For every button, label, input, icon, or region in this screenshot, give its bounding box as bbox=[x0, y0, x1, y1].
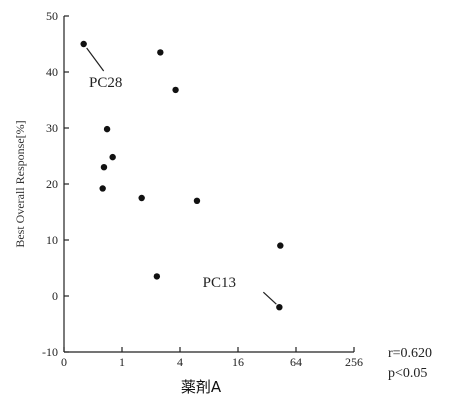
y-tick-label: 0 bbox=[52, 289, 58, 303]
data-point bbox=[103, 125, 111, 133]
x-ticks: 0 1 4 16 64 256 bbox=[61, 347, 363, 369]
x-tick-label: 4 bbox=[177, 355, 183, 369]
data-point bbox=[172, 86, 179, 94]
data-point bbox=[277, 242, 284, 249]
data-point bbox=[99, 185, 106, 192]
data-point bbox=[109, 153, 116, 161]
data-point bbox=[138, 194, 145, 202]
x-tick-label: 64 bbox=[290, 355, 302, 369]
data-points bbox=[80, 40, 284, 311]
y-tick-label: 10 bbox=[46, 233, 58, 247]
annotation-layer: PC28 PC13 bbox=[86, 47, 277, 305]
y-tick-label: 30 bbox=[46, 121, 58, 135]
x-tick-label: 256 bbox=[345, 355, 363, 369]
annotation-label: PC28 bbox=[89, 75, 122, 91]
data-point bbox=[193, 197, 201, 204]
y-tick-label: 20 bbox=[46, 177, 58, 191]
data-point bbox=[153, 273, 161, 280]
data-point bbox=[276, 304, 283, 311]
plot-frame bbox=[63, 16, 354, 353]
x-tick-label: 1 bbox=[119, 355, 125, 369]
x-tick-label: 16 bbox=[232, 355, 244, 369]
annotation-leader bbox=[262, 291, 277, 305]
data-point bbox=[80, 40, 87, 48]
x-axis-label: 薬剤A bbox=[181, 378, 222, 396]
stat-p: p<0.05 bbox=[388, 366, 427, 381]
data-point bbox=[100, 164, 108, 171]
annotation-label: PC13 bbox=[203, 275, 236, 291]
y-ticks: -10 0 10 20 30 40 50 bbox=[42, 9, 69, 359]
y-tick-label: 50 bbox=[46, 9, 58, 23]
annotation-leader bbox=[86, 47, 105, 72]
y-tick-label: -10 bbox=[42, 345, 58, 359]
stat-r: r=0.620 bbox=[388, 346, 432, 361]
y-axis-label: Best Overall Response[%] bbox=[13, 120, 27, 247]
y-tick-label: 40 bbox=[46, 65, 58, 79]
data-point bbox=[157, 49, 164, 56]
x-tick-label: 0 bbox=[61, 355, 67, 369]
